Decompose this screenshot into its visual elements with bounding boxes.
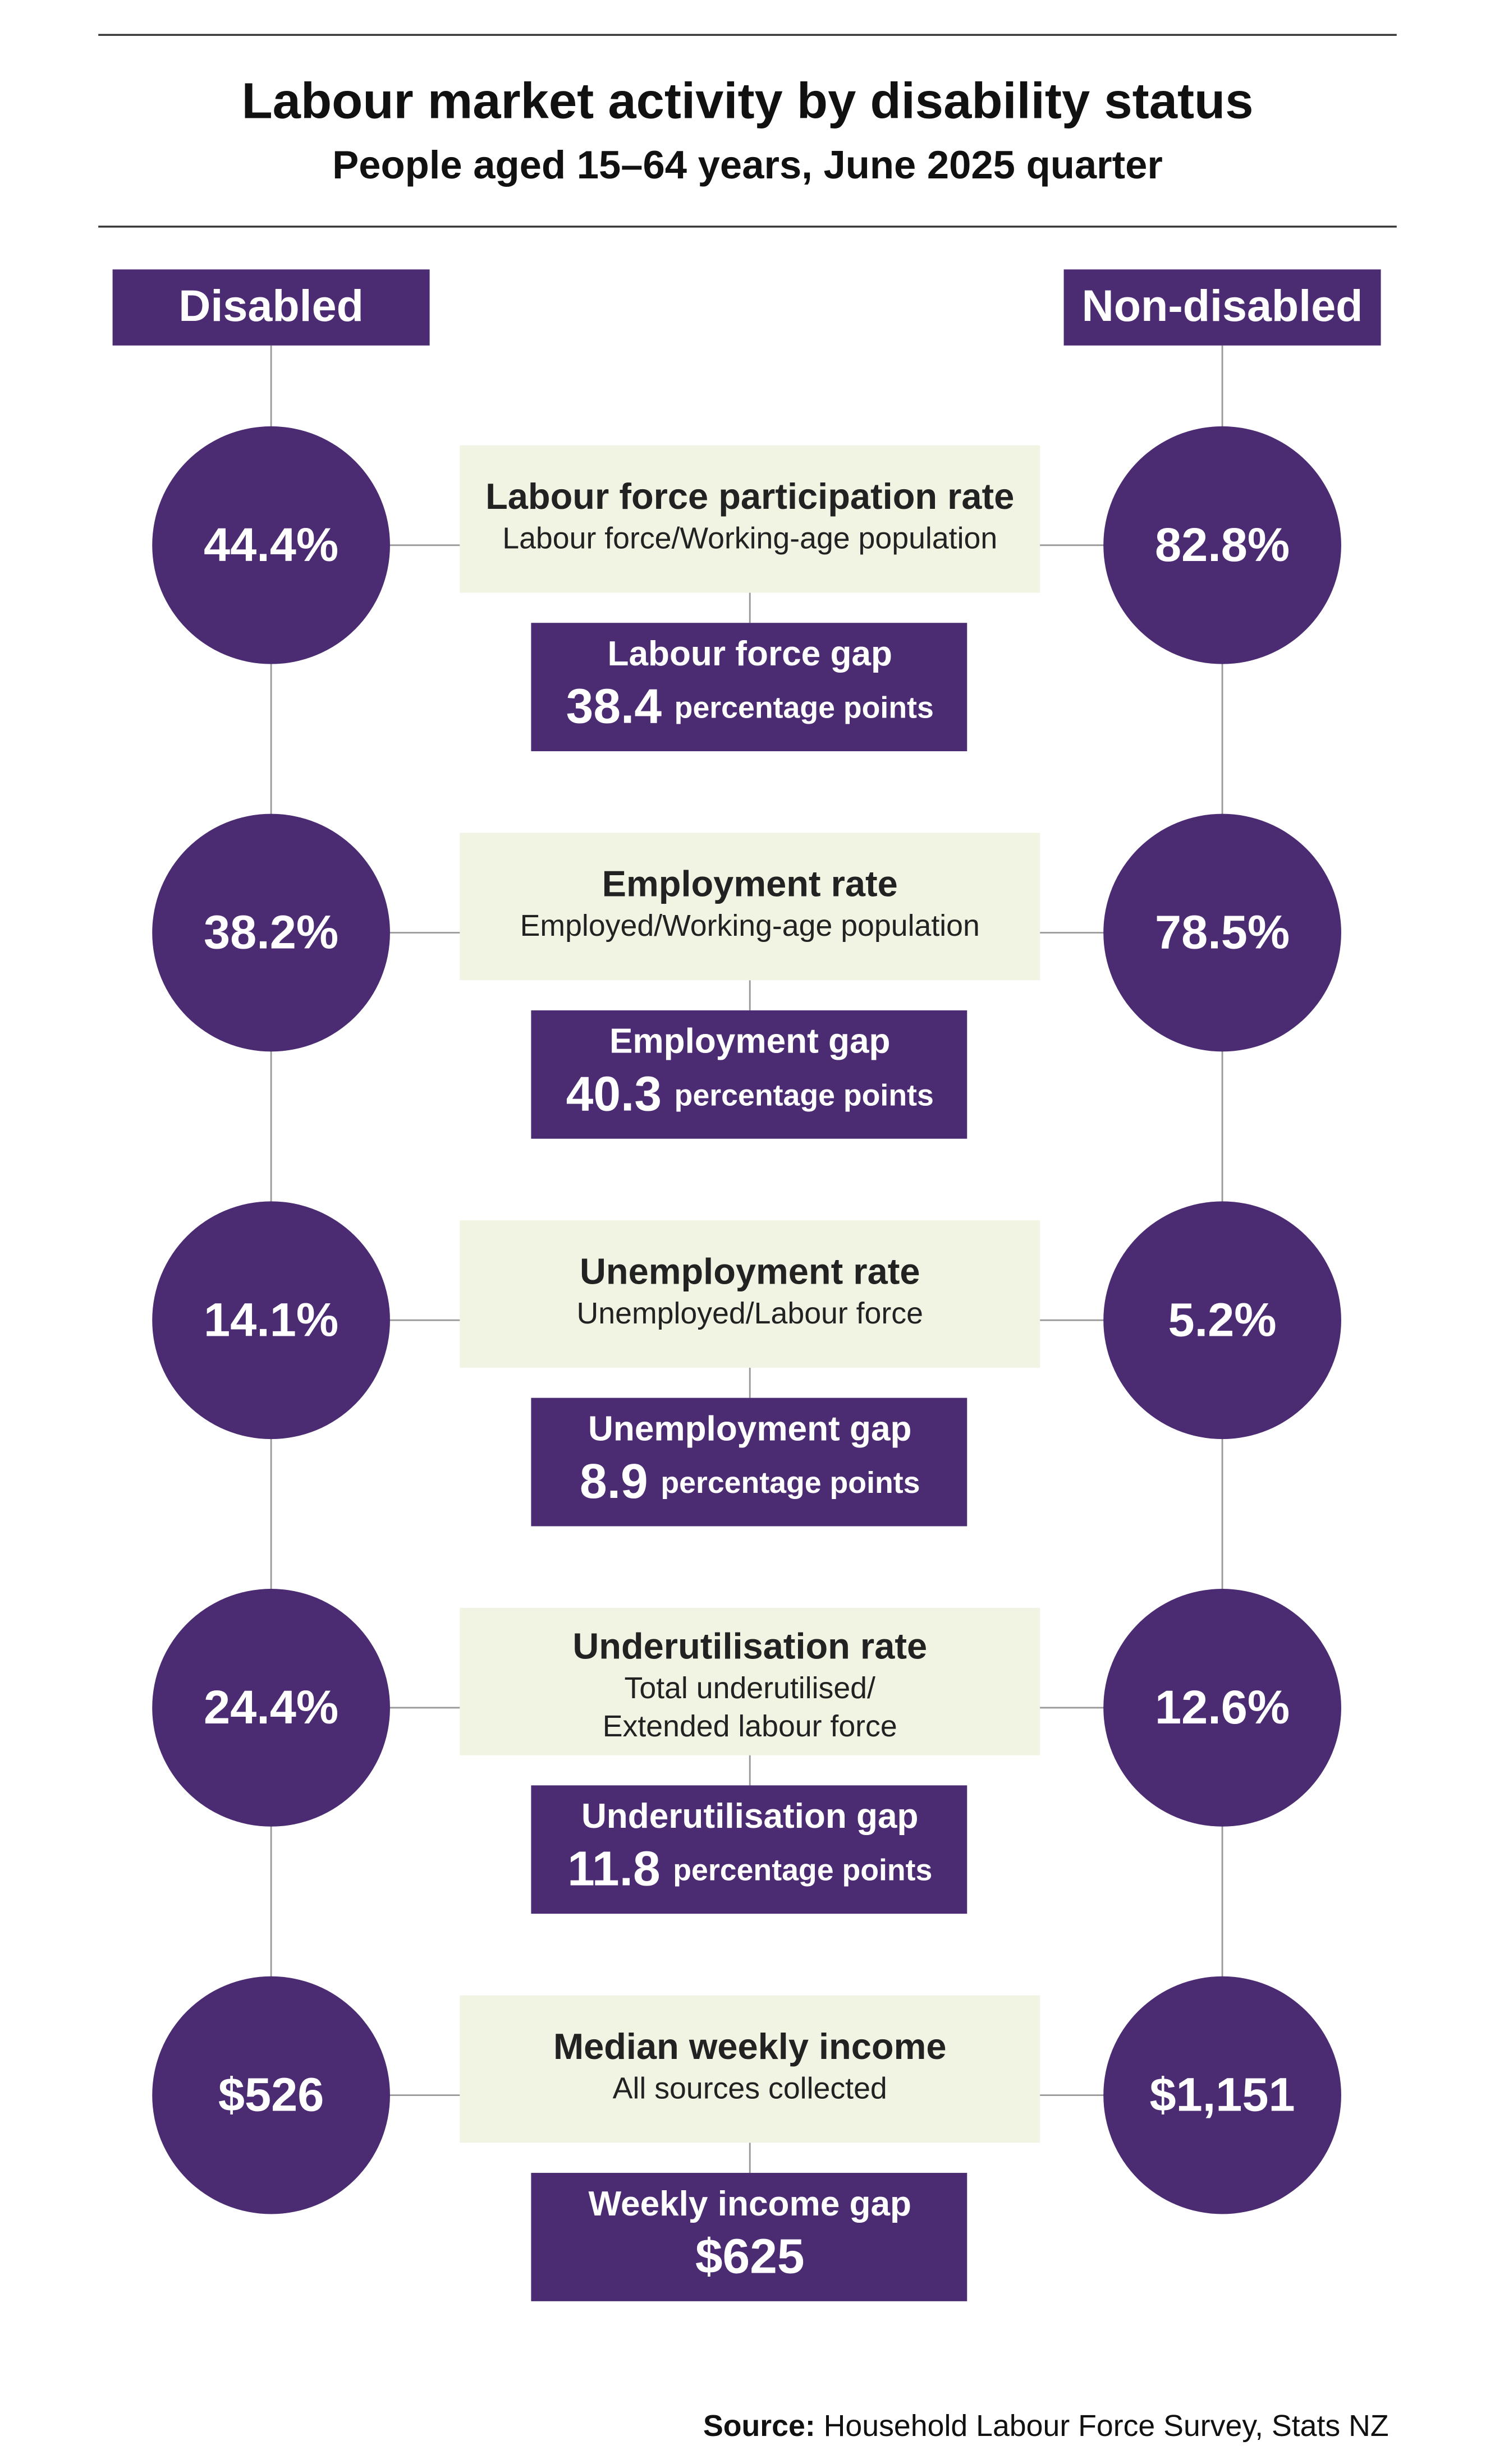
left-circle	[152, 1589, 390, 1827]
right-circle	[1103, 813, 1341, 1052]
source-text: Household Labour Force Survey, Stats NZ	[824, 2409, 1389, 2443]
gap-value: 38.4	[566, 679, 662, 734]
gap-box	[531, 1785, 967, 1914]
left-value: 14.1%	[204, 1293, 338, 1346]
label-box	[460, 833, 1040, 981]
left-value: 38.2%	[204, 905, 338, 959]
gap-value: 40.3	[566, 1066, 662, 1121]
gap-box	[531, 1398, 967, 1527]
measure-label: Median weekly income	[553, 2026, 946, 2067]
measure-label: Labour force participation rate	[485, 476, 1014, 517]
right-circle	[1103, 1201, 1341, 1440]
label-box	[460, 1220, 1040, 1368]
gap-box	[531, 2173, 967, 2301]
source-label: Source:	[703, 2409, 815, 2443]
right-circle	[1103, 426, 1341, 664]
gap-unit: percentage points	[673, 1854, 932, 1887]
right-header-box	[1063, 269, 1381, 346]
gap-unit: percentage points	[661, 1466, 920, 1500]
left-value: 24.4%	[204, 1680, 338, 1734]
gap-label: Underutilisation gap	[581, 1797, 919, 1836]
gap-value: $625	[695, 2229, 805, 2284]
left-circle	[152, 1976, 390, 2214]
measure-definition: All sources collected	[613, 2071, 887, 2105]
left-header: Disabled	[178, 281, 364, 330]
measure-definition: Labour force/Working-age population	[502, 521, 997, 555]
label-box	[460, 1995, 1040, 2143]
measure-label: Employment rate	[602, 863, 898, 904]
right-value: 78.5%	[1155, 905, 1290, 959]
gap-label: Unemployment gap	[588, 1409, 911, 1448]
gap-box	[531, 623, 967, 752]
measure-definition: Extended labour force	[603, 1709, 897, 1743]
measure-label: Underutilisation rate	[572, 1626, 927, 1667]
gap-line: 40.3 percentage points	[566, 1066, 934, 1121]
gap-value: 11.8	[567, 1841, 661, 1896]
measure-definition: Total underutilised/	[625, 1671, 875, 1705]
gap-label: Labour force gap	[608, 635, 892, 673]
right-value: 12.6%	[1155, 1680, 1290, 1734]
right-circle	[1103, 1589, 1341, 1827]
right-value: 82.8%	[1155, 518, 1290, 571]
measure-definition: Employed/Working-age population	[520, 909, 980, 943]
gap-line: $625	[695, 2229, 805, 2284]
gap-line: 8.9 percentage points	[580, 1454, 920, 1509]
gap-box	[531, 1010, 967, 1139]
right-header: Non-disabled	[1082, 281, 1363, 330]
right-circle	[1103, 1976, 1341, 2214]
gap-value: 8.9	[580, 1454, 648, 1509]
subtitle: People aged 15–64 years, June 2025 quart…	[332, 142, 1163, 187]
gap-label: Employment gap	[609, 1022, 891, 1061]
left-circle	[152, 426, 390, 664]
gap-line: 11.8 percentage points	[567, 1841, 932, 1896]
label-box	[460, 1607, 1040, 1755]
gap-unit: percentage points	[675, 691, 934, 725]
right-value: $1,151	[1149, 2068, 1295, 2121]
gap-line: 38.4 percentage points	[566, 679, 934, 734]
left-header-box	[112, 269, 430, 346]
measure-definition: Unemployed/Labour force	[577, 1297, 923, 1330]
title: Labour market activity by disability sta…	[241, 72, 1253, 129]
right-value: 5.2%	[1168, 1293, 1277, 1346]
gap-label: Weekly income gap	[589, 2185, 911, 2223]
left-circle	[152, 1201, 390, 1440]
label-box	[460, 445, 1040, 593]
measure-label: Unemployment rate	[580, 1251, 920, 1291]
left-value: 44.4%	[204, 518, 338, 571]
left-circle	[152, 813, 390, 1052]
gap-unit: percentage points	[675, 1078, 934, 1112]
source: Source: Household Labour Force Survey, S…	[703, 2409, 1389, 2443]
left-value: $526	[218, 2068, 324, 2121]
